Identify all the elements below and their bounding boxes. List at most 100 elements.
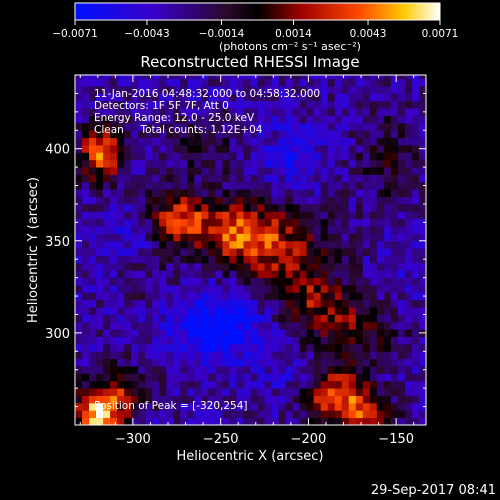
heatmap-cell [306, 181, 315, 190]
heatmap-cell [138, 122, 146, 131]
heatmap-cell [138, 255, 146, 264]
heatmap-cell [145, 137, 153, 146]
heatmap-cell [215, 145, 223, 153]
heatmap-cell [96, 145, 104, 153]
heatmap-cell [75, 285, 83, 293]
heatmap-cell [82, 108, 90, 116]
heatmap-cell [180, 307, 188, 315]
heatmap-cell [320, 358, 329, 367]
heatmap-cell [334, 189, 343, 197]
heatmap-cell [124, 262, 132, 271]
heatmap-cell [397, 159, 406, 168]
heatmap-cell [166, 255, 174, 264]
annotations: 11-Jan-2016 04:48:32.000 to 04:58:32.000… [94, 88, 320, 412]
heatmap-cell [124, 108, 132, 116]
heatmap-cell [341, 366, 350, 374]
heatmap-cell [299, 218, 308, 227]
heatmap-cell [299, 233, 308, 242]
heatmap-cell [243, 159, 251, 168]
heatmap-cell [138, 211, 146, 220]
heatmap-cell [257, 343, 265, 352]
heatmap-cell [320, 108, 329, 116]
heatmap-cell [89, 189, 97, 197]
heatmap-cell [404, 336, 413, 345]
heatmap-cell [292, 122, 301, 131]
heatmap-cell [89, 248, 97, 256]
heatmap-cell [243, 255, 251, 264]
heatmap-cell [250, 373, 258, 382]
heatmap-cell [257, 417, 265, 425]
heatmap-cell [257, 277, 265, 286]
heatmap-cell [138, 137, 146, 146]
heatmap-cell [117, 159, 125, 168]
heatmap-cell [194, 417, 202, 425]
heatmap-cell [334, 167, 343, 175]
heatmap-cell [173, 240, 181, 249]
heatmap-cell [180, 285, 188, 293]
heatmap-cell [173, 152, 181, 161]
heatmap-cell [320, 100, 329, 109]
heatmap-cell [180, 226, 188, 234]
heatmap-cell [313, 248, 322, 256]
heatmap-cell [334, 410, 343, 419]
heatmap-cell [89, 75, 97, 80]
heatmap-cell [271, 122, 279, 131]
heatmap-cell [264, 410, 272, 419]
heatmap-cell [264, 218, 272, 227]
heatmap-cell [313, 218, 322, 227]
heatmap-cell [271, 159, 279, 168]
heatmap-cell [166, 108, 174, 116]
heatmap-cell [215, 343, 223, 352]
heatmap-cell [89, 358, 97, 367]
heatmap-cell [117, 343, 125, 352]
heatmap-cell [222, 226, 230, 234]
heatmap-cell [215, 211, 223, 220]
heatmap-cell [103, 203, 111, 212]
heatmap-cell [327, 388, 336, 396]
heatmap-cell [264, 108, 272, 116]
heatmap-cell [320, 174, 329, 183]
heatmap-cell [110, 108, 118, 116]
heatmap-cell [299, 248, 308, 256]
heatmap-cell [334, 233, 343, 242]
heatmap-cell [369, 86, 378, 94]
heatmap-cell [341, 115, 350, 124]
heatmap-cell [229, 373, 237, 382]
heatmap-cell [327, 130, 336, 139]
heatmap-cell [362, 167, 371, 175]
heatmap-cell [131, 86, 139, 94]
heatmap-cell [201, 152, 209, 161]
heatmap-cell [222, 189, 230, 197]
heatmap-cell [194, 145, 202, 153]
heatmap-cell [166, 314, 174, 323]
heatmap-cell [418, 262, 426, 271]
heatmap-cell [292, 203, 301, 212]
heatmap-cell [299, 314, 308, 323]
heatmap-cell [243, 402, 251, 411]
heatmap-cell [320, 196, 329, 205]
heatmap-cell [313, 196, 322, 205]
heatmap-cell [278, 203, 286, 212]
heatmap-cell [376, 366, 385, 374]
heatmap-cell [201, 307, 209, 315]
heatmap-cell [173, 380, 181, 389]
heatmap-cell [243, 130, 251, 139]
heatmap-cell [124, 100, 132, 109]
heatmap-cell [271, 196, 279, 205]
heatmap-cell [82, 181, 90, 190]
heatmap-cell [348, 299, 357, 308]
heatmap-cell [404, 203, 413, 212]
heatmap-cell [243, 78, 251, 87]
heatmap-cell [264, 226, 272, 234]
x-tick-label: −250 [203, 432, 239, 447]
heatmap-cell [152, 218, 160, 227]
heatmap-cell [110, 86, 118, 94]
heatmap-cell [96, 86, 104, 94]
heatmap-cell [138, 307, 146, 315]
heatmap-cell [390, 373, 399, 382]
heatmap-cell [145, 299, 153, 308]
heatmap-cell [236, 240, 244, 249]
heatmap-cell [362, 130, 371, 139]
heatmap-cell [320, 270, 329, 279]
heatmap-cell [229, 336, 237, 345]
